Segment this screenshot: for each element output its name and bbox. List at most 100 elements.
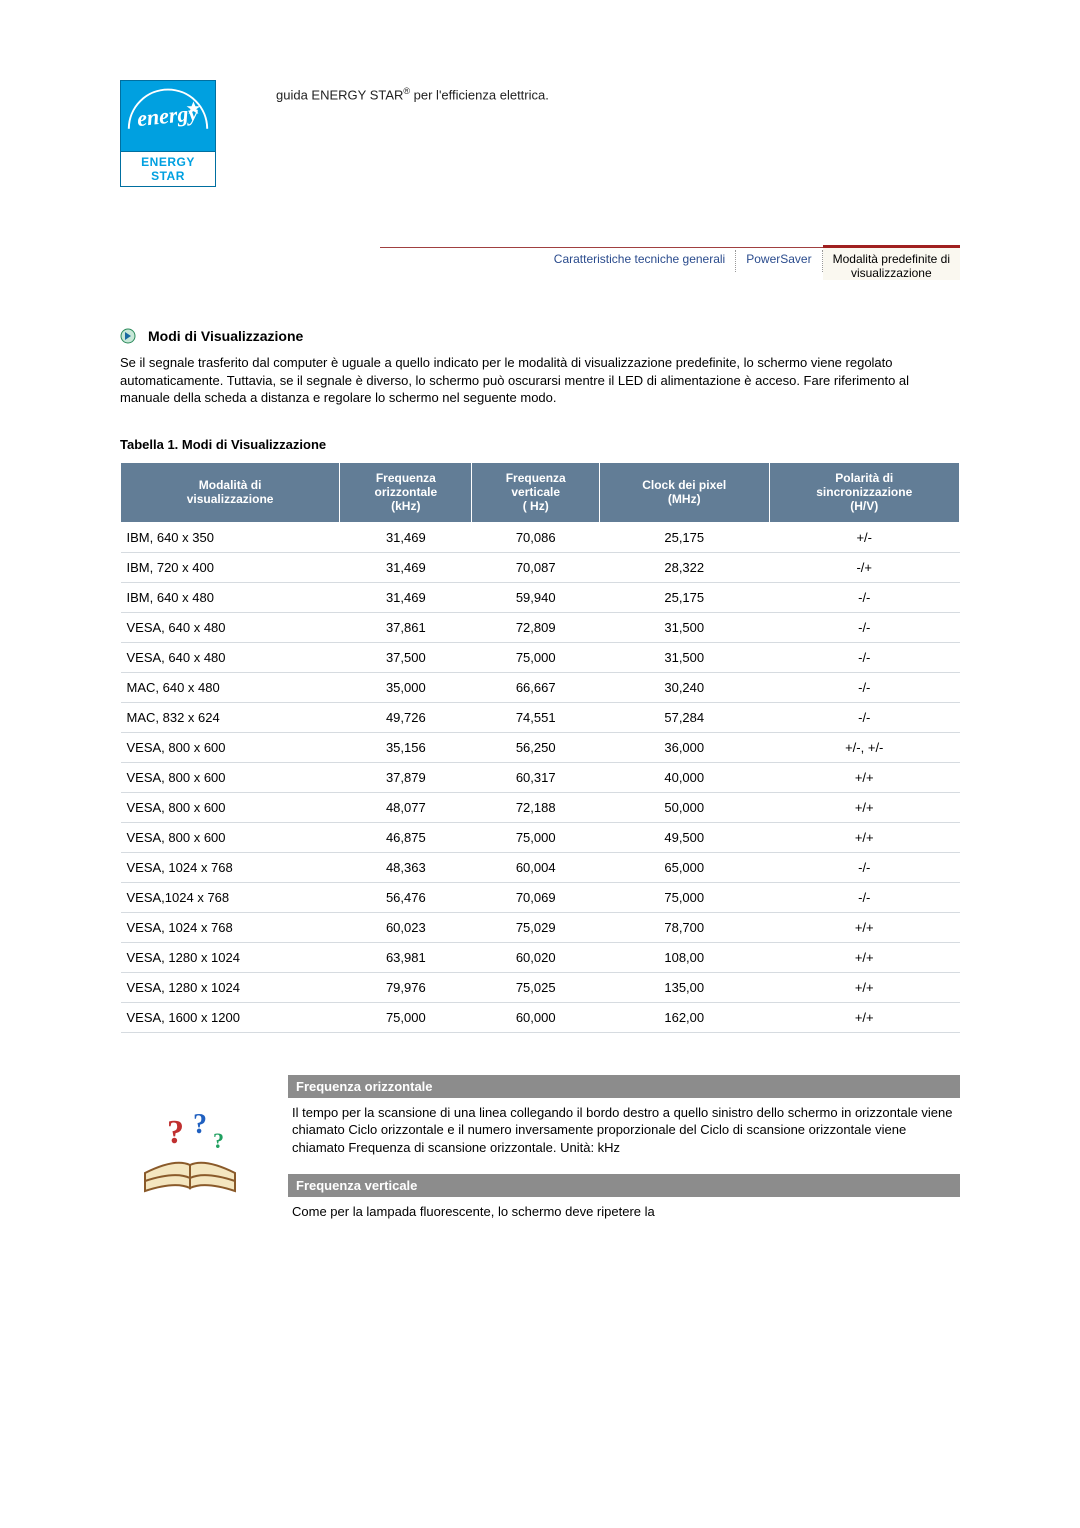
table-cell: 37,500 (340, 642, 472, 672)
table-cell: 70,087 (472, 552, 600, 582)
table-row: IBM, 640 x 35031,46970,08625,175+/- (121, 522, 960, 552)
table-row: IBM, 640 x 48031,46959,94025,175-/- (121, 582, 960, 612)
book-question-illustration: ? ? ? (120, 1103, 260, 1193)
table-cell: 50,000 (599, 792, 769, 822)
table-cell: +/+ (769, 822, 960, 852)
info-vfreq-text: Come per la lampada fluorescente, lo sch… (288, 1203, 960, 1221)
info-block: ? ? ? Frequenza orizzontale Il tempo per… (120, 1075, 960, 1221)
intro-post: per l'efficienza elettrica. (410, 87, 549, 102)
table-cell: 30,240 (599, 672, 769, 702)
table-cell: 70,069 (472, 882, 600, 912)
col-polarity-l1: Polarità di (835, 471, 893, 485)
table-cell: 75,029 (472, 912, 600, 942)
table-cell: -/- (769, 642, 960, 672)
table-cell: IBM, 640 x 480 (121, 582, 340, 612)
table-cell: 65,000 (599, 852, 769, 882)
col-vfreq: Frequenza verticale ( Hz) (472, 462, 600, 522)
tab-general-specs[interactable]: Caratteristiche tecniche generali (544, 248, 735, 280)
table-cell: VESA, 1024 x 768 (121, 852, 340, 882)
table-cell: 37,861 (340, 612, 472, 642)
table-cell: +/+ (769, 792, 960, 822)
table-cell: -/- (769, 672, 960, 702)
intro-pre: guida ENERGY STAR (276, 87, 403, 102)
col-polarity: Polarità di sincronizzazione (H/V) (769, 462, 960, 522)
col-hfreq-l3: (kHz) (391, 499, 420, 513)
table-cell: VESA, 640 x 480 (121, 612, 340, 642)
table-cell: 75,000 (340, 1002, 472, 1032)
table-caption: Tabella 1. Modi di Visualizzazione (120, 437, 960, 452)
table-row: VESA, 1024 x 76860,02375,02978,700+/+ (121, 912, 960, 942)
table-cell: -/- (769, 852, 960, 882)
table-row: VESA,1024 x 76856,47670,06975,000-/- (121, 882, 960, 912)
table-cell: 31,469 (340, 552, 472, 582)
table-cell: 31,469 (340, 522, 472, 552)
tab-powersaver[interactable]: PowerSaver (736, 248, 821, 280)
table-cell: VESA,1024 x 768 (121, 882, 340, 912)
table-cell: -/- (769, 582, 960, 612)
top-row: energy ENERGY STAR guida ENERGY STAR® pe… (120, 80, 960, 187)
table-cell: 35,000 (340, 672, 472, 702)
table-cell: VESA, 1280 x 1024 (121, 942, 340, 972)
section-heading-row: Modi di Visualizzazione (120, 328, 960, 344)
table-cell: +/- (769, 522, 960, 552)
table-cell: 78,700 (599, 912, 769, 942)
table-row: VESA, 1024 x 76848,36360,00465,000-/- (121, 852, 960, 882)
table-cell: 60,317 (472, 762, 600, 792)
table-cell: 48,077 (340, 792, 472, 822)
energy-star-logo: energy ENERGY STAR (120, 80, 216, 187)
document-page: energy ENERGY STAR guida ENERGY STAR® pe… (0, 0, 1080, 1281)
table-row: VESA, 1280 x 102463,98160,020108,00+/+ (121, 942, 960, 972)
table-cell: VESA, 640 x 480 (121, 642, 340, 672)
table-cell: +/+ (769, 912, 960, 942)
col-pixelclock-l2: (MHz) (668, 492, 701, 506)
table-cell: -/- (769, 612, 960, 642)
table-cell: -/- (769, 702, 960, 732)
table-body: IBM, 640 x 35031,46970,08625,175+/- IBM, … (121, 522, 960, 1032)
table-cell: +/+ (769, 972, 960, 1002)
table-cell: +/+ (769, 942, 960, 972)
svg-text:?: ? (193, 1109, 207, 1140)
col-pixelclock: Clock dei pixel (MHz) (599, 462, 769, 522)
col-polarity-l3: (H/V) (850, 499, 878, 513)
table-cell: 72,809 (472, 612, 600, 642)
svg-text:?: ? (213, 1128, 224, 1153)
col-vfreq-l2: verticale (511, 485, 560, 499)
info-hfreq-text: Il tempo per la scansione di una linea c… (288, 1104, 960, 1175)
svg-text:?: ? (167, 1114, 184, 1151)
table-cell: 63,981 (340, 942, 472, 972)
info-vfreq-title: Frequenza verticale (288, 1174, 960, 1197)
col-hfreq: Frequenza orizzontale (kHz) (340, 462, 472, 522)
table-cell: 162,00 (599, 1002, 769, 1032)
col-polarity-l2: sincronizzazione (816, 485, 912, 499)
table-cell: 25,175 (599, 522, 769, 552)
table-row: VESA, 1600 x 120075,00060,000162,00+/+ (121, 1002, 960, 1032)
table-cell: 75,000 (599, 882, 769, 912)
table-cell: 35,156 (340, 732, 472, 762)
table-cell: VESA, 1280 x 1024 (121, 972, 340, 1002)
table-cell: MAC, 832 x 624 (121, 702, 340, 732)
col-mode-l2: visualizzazione (187, 492, 274, 506)
table-cell: 72,188 (472, 792, 600, 822)
table-cell: 56,250 (472, 732, 600, 762)
table-cell: 74,551 (472, 702, 600, 732)
display-modes-table: Modalità di visualizzazione Frequenza or… (120, 462, 960, 1033)
tab-preset-line2: visualizzazione (851, 266, 932, 280)
energy-star-logo-arc: energy (121, 81, 215, 151)
table-cell: 60,000 (472, 1002, 600, 1032)
col-hfreq-l2: orizzontale (374, 485, 437, 499)
col-pixelclock-l1: Clock dei pixel (642, 478, 726, 492)
info-hfreq-title: Frequenza orizzontale (288, 1075, 960, 1098)
book-question-icon: ? ? ? (135, 1103, 245, 1193)
table-cell: 46,875 (340, 822, 472, 852)
table-cell: +/+ (769, 1002, 960, 1032)
table-cell: 75,025 (472, 972, 600, 1002)
table-cell: 31,500 (599, 612, 769, 642)
tab-preset-modes[interactable]: Modalità predefinite di visualizzazione (823, 245, 960, 280)
table-cell: 70,086 (472, 522, 600, 552)
table-cell: -/+ (769, 552, 960, 582)
col-mode: Modalità di visualizzazione (121, 462, 340, 522)
table-row: MAC, 832 x 62449,72674,55157,284-/- (121, 702, 960, 732)
table-row: VESA, 640 x 48037,50075,00031,500-/- (121, 642, 960, 672)
table-row: VESA, 800 x 60035,15656,25036,000+/-, +/… (121, 732, 960, 762)
table-cell: VESA, 800 x 600 (121, 822, 340, 852)
